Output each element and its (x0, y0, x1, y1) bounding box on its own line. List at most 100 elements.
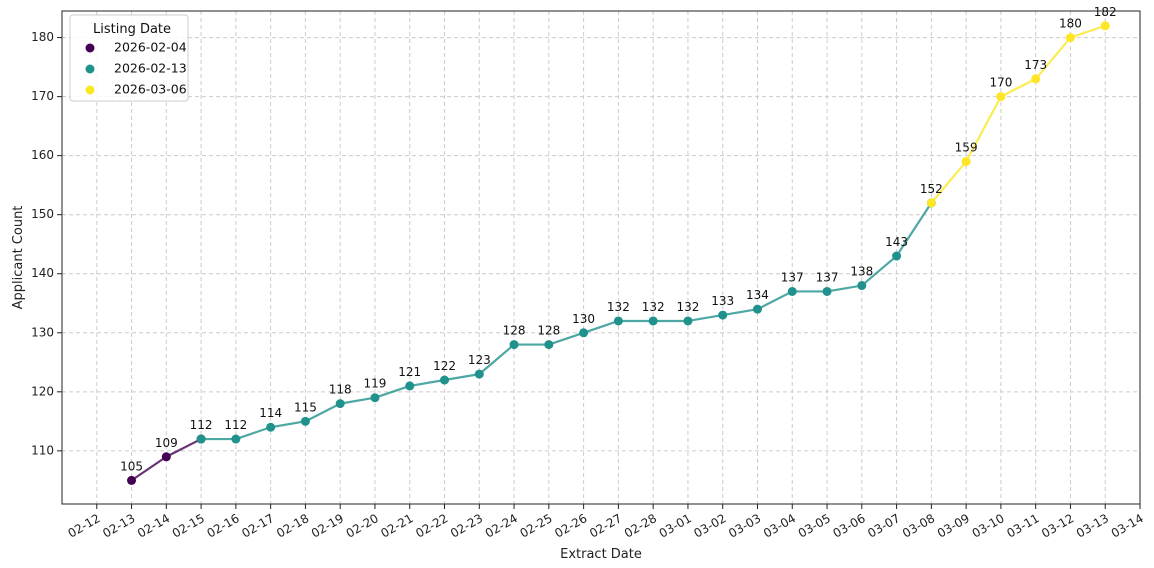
data-label: 128 (537, 324, 560, 338)
series-line (201, 202, 933, 441)
data-point (474, 369, 484, 379)
y-tick-label: 160 (31, 148, 54, 162)
y-tick-label: 120 (31, 384, 54, 398)
legend: Listing Date 2026-02-04 2026-02-13 2026-03-… (69, 14, 189, 102)
legend-title: Listing Date (93, 22, 171, 37)
series-2026-02-13: 112 112 114 115 118 119 121 122 123 128 128 130 132 1… (190, 198, 936, 444)
x-tick-label: 02-27 (587, 511, 624, 541)
y-tick-label: 180 (31, 30, 54, 44)
data-point (648, 316, 658, 326)
y-tick-label: 150 (31, 207, 54, 221)
data-label: 123 (468, 353, 491, 367)
x-tick-label: 03-10 (970, 511, 1007, 541)
data-label: 132 (642, 300, 665, 314)
data-label: 118 (329, 383, 352, 397)
data-point (335, 399, 345, 409)
legend-item: 2026-03-06 (85, 82, 187, 97)
series-line (930, 24, 1106, 204)
data-label: 137 (816, 270, 839, 284)
legend-label: 2026-02-13 (114, 61, 187, 76)
series-2026-03-06: 152 159 170 173 180 182 (920, 5, 1117, 208)
data-label: 121 (398, 365, 421, 379)
x-tick-label: 02-21 (378, 511, 415, 541)
data-point (544, 340, 554, 350)
data-point (231, 434, 241, 444)
x-tick-label: 02-14 (135, 511, 172, 541)
x-tick-label: 03-09 (935, 511, 972, 541)
x-tick-label: 03-07 (865, 511, 902, 541)
data-label: 138 (850, 265, 873, 279)
data-label: 112 (224, 418, 247, 432)
data-point (405, 381, 415, 391)
data-label: 173 (1024, 58, 1047, 72)
data-point (857, 281, 867, 291)
data-label: 159 (955, 141, 978, 155)
data-point (961, 157, 971, 167)
data-label: 132 (607, 300, 630, 314)
x-tick-label: 02-23 (448, 511, 485, 541)
data-point (440, 375, 450, 385)
x-tick-label: 02-17 (239, 511, 276, 541)
data-point (266, 422, 276, 432)
data-point (822, 286, 832, 296)
data-label: 119 (364, 377, 387, 391)
data-label: 132 (676, 300, 699, 314)
x-tick-label: 02-13 (100, 511, 137, 541)
x-tick-label: 02-12 (65, 511, 102, 541)
x-tick-label: 03-02 (691, 511, 728, 541)
data-label: 180 (1059, 17, 1082, 31)
x-tick-label: 03-13 (1074, 511, 1111, 541)
data-label: 152 (920, 182, 943, 196)
data-label: 114 (259, 406, 282, 420)
x-tick-label: 02-15 (170, 511, 207, 541)
data-label: 109 (155, 436, 178, 450)
data-point (1031, 74, 1041, 84)
data-label: 137 (781, 270, 804, 284)
data-label: 105 (120, 459, 143, 473)
data-label: 170 (989, 76, 1012, 90)
data-label: 130 (572, 312, 595, 326)
y-tick-label: 130 (31, 325, 54, 339)
x-tick-label: 02-22 (413, 511, 450, 541)
legend-label: 2026-02-04 (114, 40, 187, 55)
x-tick-label: 02-18 (274, 511, 311, 541)
data-point (926, 198, 936, 208)
data-point (787, 286, 797, 296)
legend-marker (85, 64, 95, 74)
legend-item: 2026-02-04 (85, 40, 187, 55)
x-tick-label: 02-26 (552, 511, 589, 541)
data-point (579, 328, 589, 338)
x-tick-label: 03-01 (657, 511, 694, 541)
data-label: 122 (433, 359, 456, 373)
x-tick-label: 03-04 (761, 511, 798, 541)
x-tick-label: 03-14 (1109, 511, 1146, 541)
y-axis-label: Applicant Count (11, 206, 26, 310)
data-label: 134 (746, 288, 769, 302)
data-point (370, 393, 380, 403)
data-point (613, 316, 623, 326)
x-tick-label: 02-28 (622, 511, 659, 541)
y-tick-label: 140 (31, 266, 54, 280)
x-tick-label: 02-20 (344, 511, 381, 541)
x-tick-label: 02-16 (205, 511, 242, 541)
data-label: 128 (503, 324, 526, 338)
data-label: 112 (190, 418, 213, 432)
x-axis-label: Extract Date (560, 547, 642, 562)
data-label: 133 (711, 294, 734, 308)
data-point (718, 310, 728, 320)
x-tick-label: 03-08 (900, 511, 937, 541)
x-tick-label: 02-19 (309, 511, 346, 541)
data-point (996, 92, 1006, 102)
data-point (1100, 21, 1110, 31)
legend-item: 2026-02-13 (85, 61, 187, 76)
data-point (300, 416, 310, 426)
legend-box (69, 14, 189, 102)
plot-frame (61, 10, 1141, 505)
x-tick-label: 02-25 (518, 511, 555, 541)
data-point (161, 452, 171, 462)
data-label: 115 (294, 400, 317, 414)
data-point (509, 340, 519, 350)
